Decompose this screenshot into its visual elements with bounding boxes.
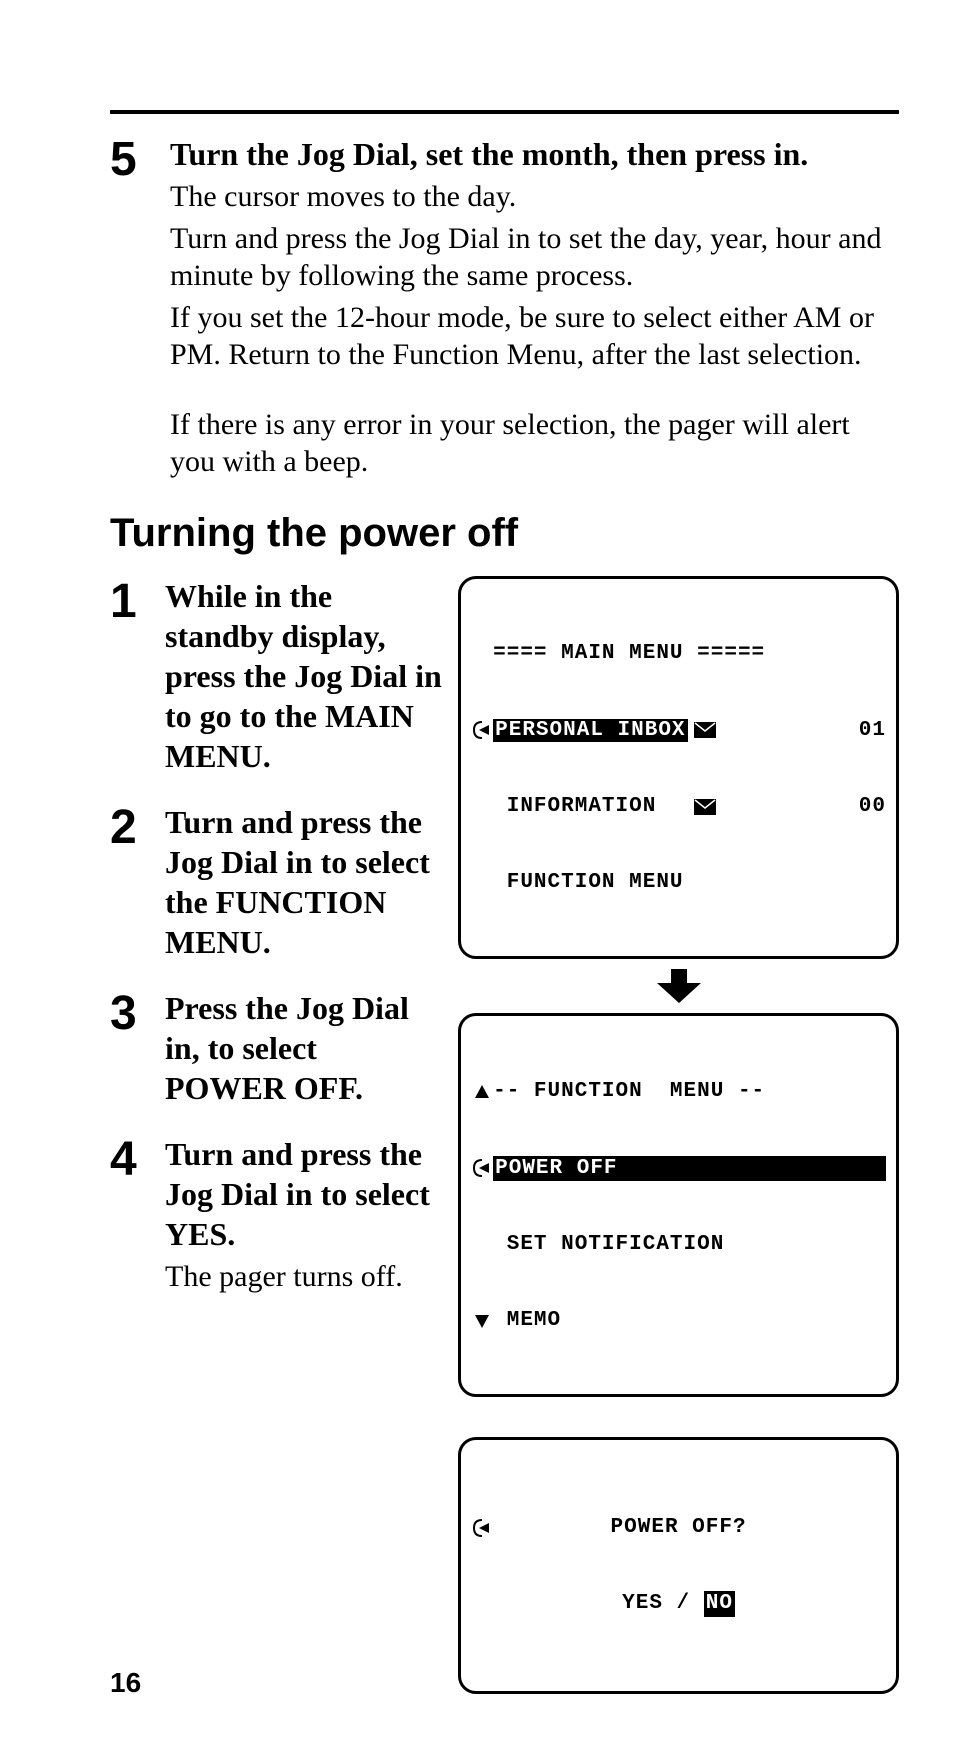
lcd-main-title-row: ==== MAIN MENU ===== (471, 641, 886, 667)
lcd-confirm-question: POWER OFF? (471, 1515, 886, 1540)
left-column: 1 While in the standby display, press th… (110, 576, 443, 1705)
columns: 1 While in the standby display, press th… (110, 576, 899, 1705)
step-5-p4: If there is any error in your selection,… (170, 406, 899, 481)
top-rule (110, 110, 899, 114)
lcd-option-sep: / (663, 1591, 704, 1616)
lcd-option-yes: YES (622, 1591, 663, 1616)
lcd-power-off-confirm: POWER OFF? YES / NO (458, 1437, 899, 1694)
step-number: 2 (110, 802, 165, 962)
jog-cursor-icon (471, 1519, 493, 1537)
page-number: 16 (110, 1667, 141, 1699)
jog-cursor-icon (471, 1159, 493, 1177)
lcd-func-row-power-off: POWER OFF (471, 1155, 886, 1181)
step-b4-title: Turn and press the Jog Dial in to select… (165, 1134, 443, 1254)
scroll-down-icon (471, 1313, 493, 1329)
lcd-option-no: NO (704, 1591, 735, 1616)
envelope-icon (694, 748, 857, 865)
step-5-p3: If you set the 12-hour mode, be sure to … (170, 299, 899, 374)
step-b4-text: The pager turns off. (165, 1258, 443, 1296)
right-column: ==== MAIN MENU ===== PERSONAL INBOX 01 I… (458, 576, 899, 1705)
step-b3-title: Press the Jog Dial in, to select POWER O… (165, 988, 443, 1108)
step-body: Turn the Jog Dial, set the month, then p… (170, 134, 899, 481)
step-number: 3 (110, 988, 165, 1108)
step-block-b1: 1 While in the standby display, press th… (110, 576, 443, 776)
lcd-badge-count: 00 (859, 794, 886, 819)
lcd-badge-count: 01 (859, 718, 886, 743)
lcd-row-label: -- FUNCTION MENU -- (493, 1079, 886, 1104)
flow-arrow-down (458, 969, 899, 1003)
step-b2-title: Turn and press the Jog Dial in to select… (165, 802, 443, 962)
step-5-title: Turn the Jog Dial, set the month, then p… (170, 134, 899, 174)
lcd-row-label: INFORMATION (493, 794, 687, 819)
lcd-row-label: SET NOTIFICATION (493, 1232, 886, 1257)
lcd-main-title: ==== MAIN MENU ===== (493, 641, 886, 666)
step-block-b3: 3 Press the Jog Dial in, to select POWER… (110, 988, 443, 1108)
arrow-down-icon (657, 969, 701, 1003)
scroll-up-icon (471, 1084, 493, 1100)
manual-page: 5 Turn the Jog Dial, set the month, then… (0, 0, 954, 1744)
jog-cursor-icon (471, 721, 493, 739)
lcd-main-item-information: INFORMATION 00 (471, 794, 886, 820)
lcd-main-item-function-menu: FUNCTION MENU (471, 870, 886, 896)
step-b1-title: While in the standby display, press the … (165, 576, 443, 776)
lcd-function-menu: -- FUNCTION MENU -- POWER OFF SET NOTIFI… (458, 1013, 899, 1397)
lcd-func-row-title: -- FUNCTION MENU -- (471, 1079, 886, 1105)
step-number: 4 (110, 1134, 165, 1296)
lcd-row-label: FUNCTION MENU (493, 870, 886, 895)
step-block-b4: 4 Turn and press the Jog Dial in to sele… (110, 1134, 443, 1296)
lcd-row-label: MEMO (493, 1308, 886, 1333)
step-number: 1 (110, 576, 165, 776)
lcd-row-label: POWER OFF (493, 1156, 886, 1181)
section-header-power-off: Turning the power off (110, 511, 899, 556)
step-block-5: 5 Turn the Jog Dial, set the month, then… (110, 134, 899, 481)
lcd-func-row-notification: SET NOTIFICATION (471, 1232, 886, 1258)
step-5-p2: Turn and press the Jog Dial in to set th… (170, 220, 899, 295)
step-5-p1: The cursor moves to the day. (170, 178, 899, 216)
lcd-func-row-memo: MEMO (471, 1308, 886, 1334)
step-number: 5 (110, 134, 170, 481)
lcd-main-menu: ==== MAIN MENU ===== PERSONAL INBOX 01 I… (458, 576, 899, 960)
lcd-row-label: PERSONAL INBOX (493, 719, 687, 742)
step-block-b2: 2 Turn and press the Jog Dial in to sele… (110, 802, 443, 962)
lcd-main-item-personal-inbox: PERSONAL INBOX 01 (471, 717, 886, 743)
